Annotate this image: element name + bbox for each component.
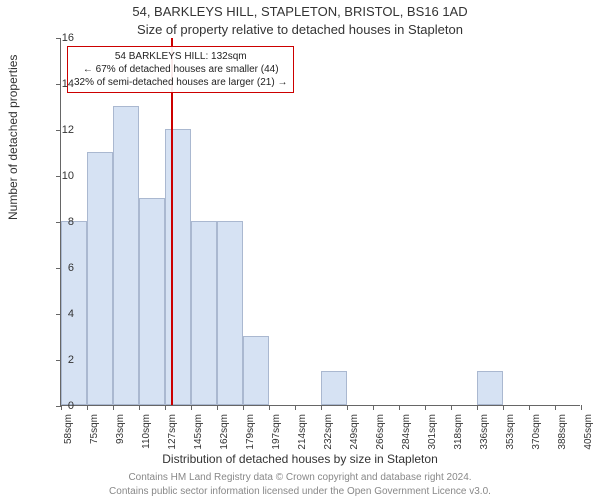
x-axis-label: Distribution of detached houses by size … <box>0 452 600 466</box>
x-tick-label: 93sqm <box>115 414 126 444</box>
x-tick-label: 197sqm <box>271 414 282 450</box>
y-tick-line <box>56 130 61 131</box>
info-box-line2: ← 67% of detached houses are smaller (44… <box>74 63 287 76</box>
x-tick-line <box>295 405 296 410</box>
x-tick-line <box>139 405 140 410</box>
histogram-bar <box>61 221 87 405</box>
x-tick-line <box>451 405 452 410</box>
y-tick-line <box>56 38 61 39</box>
property-info-box: 54 BARKLEYS HILL: 132sqm ← 67% of detach… <box>67 46 294 93</box>
x-tick-line <box>269 405 270 410</box>
x-tick-line <box>321 405 322 410</box>
info-box-line1: 54 BARKLEYS HILL: 132sqm <box>74 50 287 63</box>
property-marker-line <box>171 38 173 405</box>
x-tick-line <box>87 405 88 410</box>
histogram-bar <box>113 106 139 405</box>
x-tick-line <box>399 405 400 410</box>
x-tick-line <box>373 405 374 410</box>
x-tick-line <box>555 405 556 410</box>
x-tick-label: 214sqm <box>297 414 308 450</box>
credit-line1: Contains HM Land Registry data © Crown c… <box>0 472 600 483</box>
x-tick-label: 301sqm <box>427 414 438 450</box>
x-tick-label: 284sqm <box>401 414 412 450</box>
y-tick-label: 0 <box>68 400 74 412</box>
histogram-bar <box>191 221 217 405</box>
credit-line2: Contains public sector information licen… <box>0 486 600 497</box>
chart-container: 54, BARKLEYS HILL, STAPLETON, BRISTOL, B… <box>0 0 600 500</box>
histogram-bar <box>165 129 191 405</box>
x-tick-line <box>529 405 530 410</box>
x-tick-label: 162sqm <box>219 414 230 450</box>
chart-title-line1: 54, BARKLEYS HILL, STAPLETON, BRISTOL, B… <box>0 4 600 19</box>
y-tick-label: 16 <box>62 32 74 44</box>
y-tick-line <box>56 84 61 85</box>
x-tick-label: 110sqm <box>141 414 152 449</box>
x-tick-label: 405sqm <box>583 414 594 450</box>
histogram-bar <box>217 221 243 405</box>
x-tick-line <box>503 405 504 410</box>
chart-title-line2: Size of property relative to detached ho… <box>0 22 600 37</box>
x-tick-line <box>113 405 114 410</box>
info-box-line3: 32% of semi-detached houses are larger (… <box>74 76 287 89</box>
histogram-bar <box>321 371 347 406</box>
y-tick-line <box>56 176 61 177</box>
x-tick-label: 58sqm <box>63 414 74 444</box>
x-tick-label: 388sqm <box>557 414 568 450</box>
x-tick-line <box>347 405 348 410</box>
x-tick-label: 179sqm <box>245 414 256 450</box>
x-tick-label: 353sqm <box>505 414 516 450</box>
y-tick-label: 12 <box>62 124 74 136</box>
x-tick-label: 370sqm <box>531 414 542 450</box>
x-tick-label: 127sqm <box>167 414 178 450</box>
x-tick-label: 75sqm <box>89 414 100 444</box>
x-tick-line <box>477 405 478 410</box>
y-tick-label: 8 <box>68 216 74 228</box>
x-tick-label: 145sqm <box>193 414 204 450</box>
x-tick-line <box>61 405 62 410</box>
y-tick-label: 2 <box>68 354 74 366</box>
y-tick-label: 4 <box>68 308 74 320</box>
histogram-bar <box>139 198 165 405</box>
x-tick-line <box>243 405 244 410</box>
plot-area: 54 BARKLEYS HILL: 132sqm ← 67% of detach… <box>60 38 580 406</box>
x-tick-line <box>581 405 582 410</box>
histogram-bar <box>243 336 269 405</box>
x-tick-line <box>217 405 218 410</box>
x-tick-label: 249sqm <box>349 414 360 450</box>
x-tick-line <box>191 405 192 410</box>
x-tick-label: 336sqm <box>479 414 490 450</box>
histogram-bar <box>477 371 503 406</box>
y-axis-label: Number of detached properties <box>6 55 20 220</box>
x-tick-line <box>425 405 426 410</box>
x-tick-line <box>165 405 166 410</box>
y-tick-label: 6 <box>68 262 74 274</box>
y-tick-label: 10 <box>62 170 74 182</box>
x-tick-label: 266sqm <box>375 414 386 450</box>
x-tick-label: 232sqm <box>323 414 334 450</box>
y-tick-label: 14 <box>62 78 74 90</box>
x-tick-label: 318sqm <box>453 414 464 450</box>
histogram-bar <box>87 152 113 405</box>
